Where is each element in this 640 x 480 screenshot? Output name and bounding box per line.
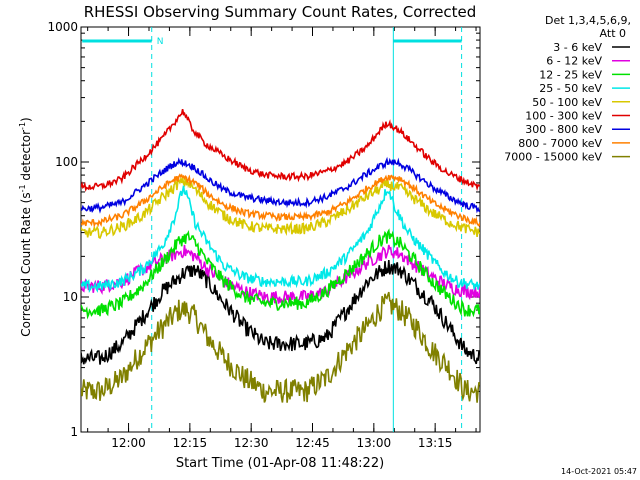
y-axis-label: Corrected Count Rate (s-1 detector-1) [18,117,33,336]
series-line-12-25-kev [81,228,480,320]
x-tick-label: 12:00 [111,436,146,450]
legend-header-line-2: Att 0 [600,27,626,40]
legend-entry-label: 7000 - 15000 keV [504,151,602,164]
legend-header-line-1: Det 1,3,4,5,6,9, [545,14,631,27]
series-line-100-300-kev [81,108,480,192]
x-tick-label: 12:15 [173,436,208,450]
x-tick-label: 12:45 [295,436,330,450]
legend-entry-label: 300 - 800 keV [525,123,602,136]
x-tick-label: 13:15 [418,436,453,450]
legend-entry-label: 50 - 100 keV [532,96,602,109]
legend-entry-label: 100 - 300 keV [525,110,602,123]
series-line-800-7000-kev [81,173,480,229]
series-line-50-100-kev [81,176,480,240]
series-line-6-12-kev [81,244,480,305]
y-tick-label: 1000 [47,20,78,34]
chart-title: RHESSI Observing Summary Count Rates, Co… [84,3,477,21]
series-line-25-50-kev [81,185,480,294]
x-tick-label: 13:00 [357,436,392,450]
series-line-7000-15000-kev [81,291,480,403]
legend-entry-label: 800 - 7000 keV [518,137,602,150]
legend-entry-label: 12 - 25 keV [539,68,602,81]
y-tick-label: 1 [70,425,78,439]
generation-timestamp: 14-Oct-2021 05:47 [561,467,637,476]
series-line-3-6-kev [81,260,480,365]
x-axis-label: Start Time (01-Apr-08 11:48:22) [176,456,384,471]
legend-entry-label: 25 - 50 keV [539,82,602,95]
y-tick-label: 10 [63,290,78,304]
legend-entry-label: 6 - 12 keV [546,55,602,68]
night-annotation: N [157,37,164,47]
series-line-300-800-kev [81,156,480,214]
legend-entry-label: 3 - 6 keV [553,41,602,54]
x-tick-label: 12:30 [234,436,269,450]
plot-area: 1 10 100 1000 12:00 12:15 12:30 12:45 13:00 13:15… [47,20,481,450]
y-tick-label: 100 [55,155,78,169]
